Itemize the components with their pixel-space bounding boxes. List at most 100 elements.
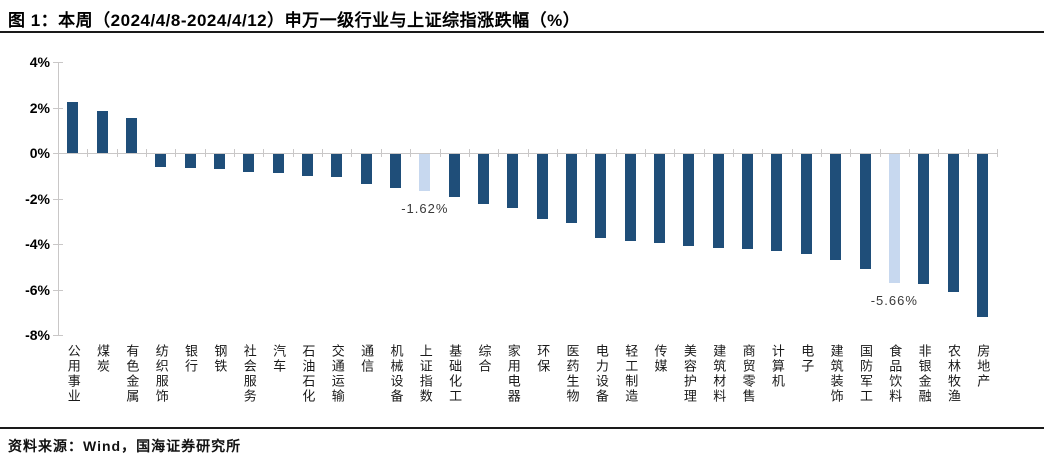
x-axis-tick bbox=[879, 149, 881, 157]
bar bbox=[272, 154, 284, 173]
y-axis-tick-label: -4% bbox=[25, 236, 50, 252]
x-axis-category-label: 银行 bbox=[183, 344, 198, 374]
x-axis-tick bbox=[674, 149, 676, 157]
bar bbox=[595, 154, 607, 239]
x-axis-tick bbox=[498, 149, 500, 157]
bar bbox=[301, 154, 313, 176]
x-axis-tick bbox=[762, 149, 764, 157]
bar bbox=[155, 154, 167, 167]
x-axis-tick bbox=[146, 149, 147, 157]
y-axis-tick-label: 0% bbox=[29, 145, 50, 161]
bar bbox=[742, 154, 754, 249]
bar bbox=[478, 154, 489, 205]
x-axis-category-label: 建筑装饰 bbox=[828, 344, 844, 404]
y-axis-tick bbox=[53, 335, 63, 336]
x-axis-category-label: 商贸零售 bbox=[740, 344, 756, 404]
y-axis-tick bbox=[53, 244, 63, 245]
bar bbox=[96, 110, 108, 153]
x-axis-category-label: 家用电器 bbox=[505, 344, 521, 404]
x-axis-tick bbox=[410, 149, 412, 157]
bar bbox=[566, 154, 577, 223]
x-axis-tick bbox=[909, 149, 910, 157]
x-axis-tick bbox=[527, 149, 529, 157]
x-axis-tick bbox=[468, 149, 470, 157]
x-axis-tick bbox=[292, 149, 294, 157]
x-axis-tick bbox=[732, 149, 734, 157]
bar bbox=[184, 154, 196, 168]
y-axis-tick-label: -2% bbox=[25, 190, 50, 207]
x-axis-category-label: 通信 bbox=[359, 344, 375, 374]
bar-value-label: -5.66% bbox=[870, 292, 918, 308]
x-axis-category-label: 电力设备 bbox=[593, 344, 609, 404]
bar bbox=[683, 154, 695, 246]
source-note: 资料来源：Wind，国海证券研究所 bbox=[8, 438, 242, 454]
x-axis-category-label: 医药生物 bbox=[564, 344, 580, 404]
x-axis-category-label: 交通运输 bbox=[329, 344, 345, 404]
bar bbox=[67, 101, 79, 153]
y-axis-tick-label: -8% bbox=[25, 327, 50, 343]
x-axis-tick bbox=[820, 149, 822, 157]
y-axis-tick bbox=[53, 107, 63, 109]
bar bbox=[125, 117, 137, 153]
x-axis-tick bbox=[204, 149, 206, 157]
x-axis-category-label: 国防军工 bbox=[858, 344, 873, 404]
x-axis-tick bbox=[380, 149, 382, 157]
y-axis-tick bbox=[53, 62, 63, 63]
y-axis-tick-label: 2% bbox=[29, 99, 50, 116]
y-axis-tick bbox=[53, 198, 63, 200]
x-axis-tick bbox=[556, 149, 558, 157]
x-axis-category-label: 农林牧渔 bbox=[946, 344, 961, 404]
x-axis-tick bbox=[791, 149, 793, 157]
x-axis-category-label: 房地产 bbox=[975, 344, 991, 389]
bar bbox=[624, 154, 636, 241]
x-axis-category-label: 建筑材料 bbox=[711, 344, 727, 404]
bar bbox=[771, 154, 783, 251]
x-axis-category-label: 纺织服饰 bbox=[153, 344, 169, 404]
x-axis-tick bbox=[967, 149, 969, 157]
bar-value-label: -1.62% bbox=[401, 200, 449, 216]
x-axis-tick bbox=[87, 149, 89, 157]
x-axis-category-label: 轻工制造 bbox=[623, 344, 639, 404]
bar bbox=[331, 154, 343, 178]
x-axis-tick bbox=[439, 149, 441, 157]
bar bbox=[830, 154, 842, 260]
bar bbox=[243, 154, 255, 172]
x-axis-tick bbox=[850, 149, 852, 157]
x-axis-category-label: 美容护理 bbox=[681, 344, 697, 404]
title-divider bbox=[0, 31, 1044, 33]
x-axis-tick bbox=[997, 149, 998, 157]
x-axis-category-label: 石油石化 bbox=[300, 344, 316, 404]
bar bbox=[800, 154, 812, 254]
figure-title: 图 1：本周（2024/4/8-2024/4/12）申万一级行业与上证综指涨跌幅… bbox=[8, 11, 581, 30]
y-axis-tick-label: 4% bbox=[29, 54, 50, 70]
x-axis-tick bbox=[703, 149, 705, 157]
x-axis-category-label: 上证指数 bbox=[417, 344, 433, 404]
bar bbox=[419, 154, 431, 191]
x-axis-category-label: 电子 bbox=[799, 344, 815, 374]
bar bbox=[947, 154, 959, 292]
x-axis-category-label: 煤炭 bbox=[95, 344, 110, 374]
bar bbox=[507, 154, 519, 208]
bar bbox=[360, 154, 372, 184]
x-axis-category-label: 食品饮料 bbox=[887, 344, 903, 404]
x-axis-tick bbox=[322, 149, 324, 157]
x-axis-category-label: 机械设备 bbox=[388, 344, 404, 404]
bar bbox=[536, 154, 548, 219]
x-axis-tick bbox=[615, 149, 617, 157]
bar bbox=[712, 154, 724, 248]
x-axis-tick bbox=[351, 149, 353, 157]
bar bbox=[859, 154, 871, 269]
bar bbox=[918, 154, 930, 285]
x-axis-category-label: 环保 bbox=[535, 344, 551, 374]
x-axis-category-label: 非银金融 bbox=[916, 344, 932, 404]
x-axis-tick bbox=[644, 149, 646, 157]
x-axis-category-label: 社会服务 bbox=[241, 344, 257, 404]
y-axis-tick-label: -6% bbox=[25, 281, 50, 298]
x-axis-tick bbox=[175, 149, 177, 157]
x-axis-tick bbox=[586, 149, 588, 157]
x-axis-category-label: 综合 bbox=[476, 344, 492, 374]
x-axis-category-label: 有色金属 bbox=[124, 344, 140, 404]
bar bbox=[654, 154, 665, 243]
bar bbox=[976, 154, 988, 317]
